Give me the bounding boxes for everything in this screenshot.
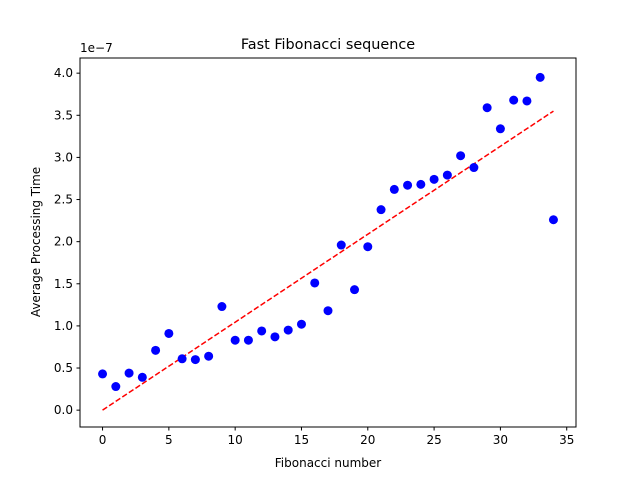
y-axis-label: Average Processing Time [29,167,43,317]
x-tick-label: 5 [165,433,173,447]
data-point [535,72,545,82]
data-point [442,170,452,180]
axes-frame [79,57,577,428]
x-tick-label: 25 [426,433,441,447]
data-point [403,180,413,190]
y-tick-label: 3.5 [54,108,73,122]
data-point [389,184,399,194]
data-point [124,368,134,378]
y-tick-label: 2.0 [54,235,73,249]
y-tick-label: 1.5 [54,277,73,291]
y-tick-label: 1.0 [54,319,73,333]
x-axis-label: Fibonacci number [275,456,382,470]
data-point [416,179,426,189]
y-tick-label: 2.5 [54,193,73,207]
data-point [323,306,333,316]
x-tick-label: 10 [228,433,243,447]
data-point [548,215,558,225]
data-point [456,151,466,161]
y-tick-label: 3.0 [54,150,73,164]
data-point [190,355,200,365]
data-point [204,351,214,361]
data-point [164,328,174,338]
data-point [469,163,479,173]
plot-area: 0 5 10 15 20 25 30 35 0.0 0.5 1.0 1.5 2.0 2.5 3.0 3.5 4.… [54,57,577,447]
data-point [151,345,161,355]
data-point [363,242,373,252]
data-point [177,354,187,364]
x-tick-label: 15 [294,433,309,447]
data-point [296,319,306,329]
data-point [217,302,227,312]
data-point [243,335,253,345]
data-point [283,325,293,335]
data-point [376,205,386,215]
data-point [111,382,121,392]
data-point [350,285,360,295]
data-point [429,174,439,184]
data-point [257,326,267,336]
x-tick-label: 0 [99,433,107,447]
y-tick-label: 0.0 [54,403,73,417]
x-tick-label: 20 [360,433,375,447]
data-point [230,335,240,345]
data-point [137,372,147,382]
trend-line [102,110,554,411]
x-tick-label: 35 [559,433,574,447]
data-point [336,240,346,250]
y-tick-label: 4.0 [54,66,73,80]
data-point [310,278,320,288]
data-point [482,103,492,113]
chart-title: Fast Fibonacci sequence [241,37,415,53]
data-point [270,332,280,342]
data-point [509,95,519,105]
data-point [495,124,505,134]
data-point [522,96,532,106]
data-point [98,369,108,379]
x-tick-label: 30 [493,433,508,447]
y-scale-label: 1e−7 [80,41,113,55]
y-tick-label: 0.5 [54,361,73,375]
